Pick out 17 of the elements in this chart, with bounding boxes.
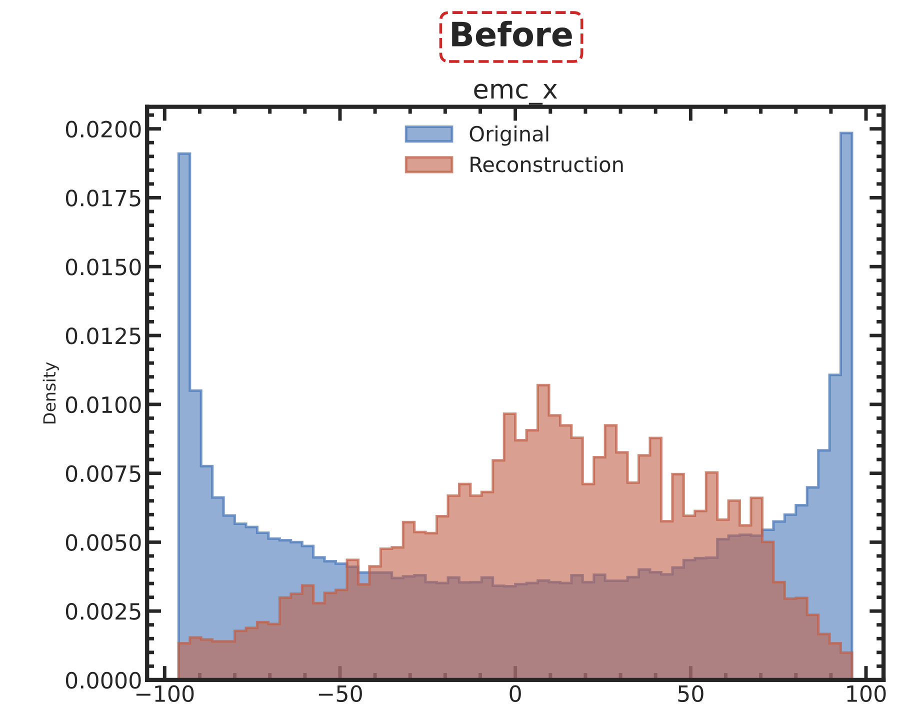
y-tick-label: 0.0050 <box>66 534 141 551</box>
y-tick-label: 0.0075 <box>66 465 140 482</box>
text: Before <box>452 20 572 47</box>
y-tick-label: 0.0150 <box>66 258 141 276</box>
x-tick-label: −50 <box>318 685 362 702</box>
x-tick-label: 100 <box>847 685 886 702</box>
y-tick-label: 0.0200 <box>66 120 141 138</box>
y-tick-label: 0.0025 <box>66 603 140 620</box>
chart-title: emc_x <box>474 84 558 105</box>
y-tick-label: 0.0175 <box>66 190 140 206</box>
y-tick-label: 0.0100 <box>66 396 141 414</box>
x-tick-label: 0 <box>510 685 521 702</box>
legend-label: Reconstruction <box>470 156 623 172</box>
x-tick-label: 50 <box>678 685 704 702</box>
y-axis-title: Density <box>42 362 59 424</box>
legend-label: Original <box>470 126 548 146</box>
y-tick-label: 0.0125 <box>66 327 140 344</box>
